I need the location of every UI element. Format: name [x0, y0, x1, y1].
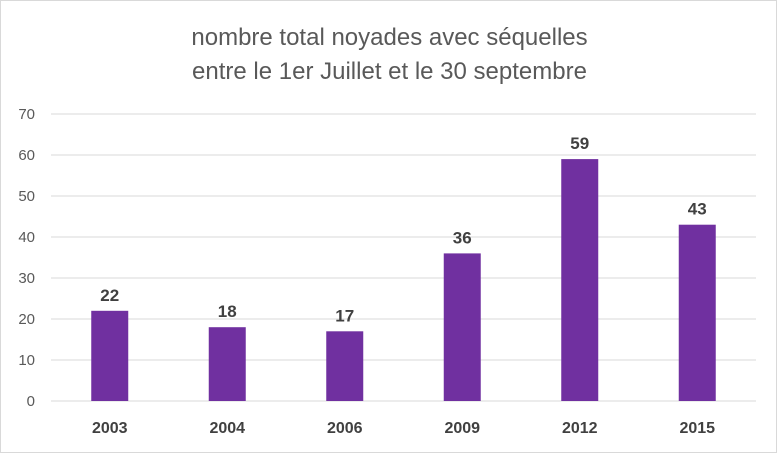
bar-2003 [91, 310, 129, 401]
y-tick-label: 0 [27, 393, 35, 410]
bar-2015 [678, 224, 716, 401]
y-tick-label: 20 [18, 311, 35, 328]
y-tick-label: 60 [18, 147, 35, 164]
chart-title: nombre total noyades avec séquelles entr… [1, 21, 777, 89]
bar-2009 [443, 253, 481, 401]
x-tick-label-2012: 2012 [562, 420, 598, 437]
chart-title-line-2: entre le 1er Juillet et le 30 septembre [192, 58, 587, 85]
bars [91, 159, 716, 401]
x-tick-label-2009: 2009 [444, 420, 480, 437]
data-labels: 22 18 17 36 59 43 [100, 134, 706, 325]
y-tick-label: 10 [18, 352, 35, 369]
bar-2012 [561, 159, 599, 401]
x-tick-label-2003: 2003 [92, 420, 128, 437]
y-axis-ticks: 0 10 20 30 40 50 60 70 [18, 106, 35, 410]
bar-2004 [208, 327, 246, 401]
data-label-2006: 17 [335, 306, 354, 325]
data-label-2004: 18 [218, 302, 237, 321]
gridlines [51, 113, 756, 402]
y-tick-label: 30 [18, 270, 35, 287]
chart-title-line-1: nombre total noyades avec séquelles [191, 24, 588, 51]
y-tick-label: 40 [18, 229, 35, 246]
y-tick-label: 70 [18, 106, 35, 123]
x-tick-label-2004: 2004 [209, 420, 245, 437]
data-label-2015: 43 [688, 200, 707, 219]
data-label-2012: 59 [570, 134, 589, 153]
data-label-2003: 22 [100, 286, 119, 305]
y-tick-label: 50 [18, 188, 35, 205]
bar-2006 [326, 331, 364, 401]
x-axis-ticks: 2003 2004 2006 2009 2012 2015 [92, 420, 715, 437]
x-tick-label-2015: 2015 [679, 420, 715, 437]
data-label-2009: 36 [453, 228, 472, 247]
x-tick-label-2006: 2006 [327, 420, 363, 437]
